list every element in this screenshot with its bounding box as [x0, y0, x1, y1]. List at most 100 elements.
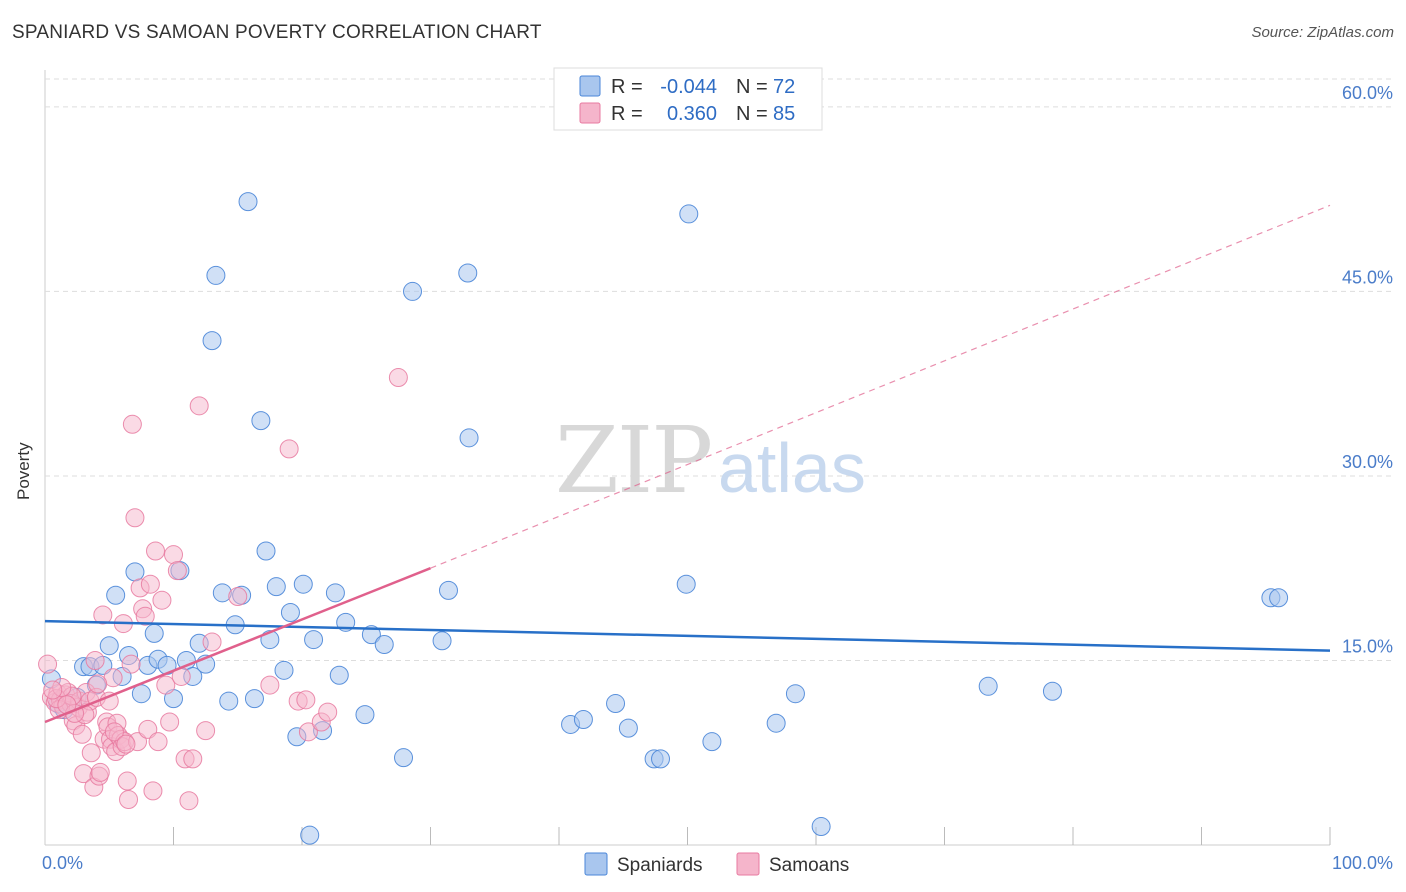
- grid-layer: 15.0% 30.0% 45.0% 60.0%: [44, 70, 1393, 846]
- samoans-point: [81, 743, 101, 763]
- spaniards-point: [606, 694, 626, 714]
- spaniards-point: [618, 718, 638, 738]
- samoans-point: [125, 508, 145, 528]
- legend-r-value-spaniards: -0.044: [660, 76, 717, 98]
- spaniards-point: [325, 583, 345, 603]
- samoans-point: [72, 724, 92, 744]
- spaniards-point: [266, 577, 286, 597]
- spaniards-point: [274, 660, 294, 680]
- y-tick-label: 30.0%: [1342, 452, 1393, 472]
- spaniards-point: [125, 562, 145, 582]
- samoans-point: [119, 789, 139, 809]
- samoans-point: [104, 722, 124, 742]
- spaniards-point: [106, 585, 126, 605]
- y-tick-label: 45.0%: [1342, 267, 1393, 287]
- samoans-point: [116, 734, 136, 754]
- samoans-point: [140, 574, 160, 594]
- spaniards-point: [256, 541, 276, 561]
- watermark-atlas: atlas: [718, 429, 866, 507]
- samoans-point: [93, 605, 113, 625]
- spaniards-point: [293, 574, 313, 594]
- y-tick-label: 60.0%: [1342, 83, 1393, 103]
- samoans-point: [148, 732, 168, 752]
- legend-swatch-spaniards: [579, 75, 601, 97]
- samoans-point: [167, 561, 187, 581]
- legend-swatch-samoans: [579, 102, 601, 124]
- spaniards-point: [280, 603, 300, 622]
- samoans-point: [318, 702, 338, 722]
- spaniards-point: [702, 732, 722, 752]
- chart-title: SPANIARD VS SAMOAN POVERTY CORRELATION C…: [12, 22, 542, 43]
- spaniards-point: [304, 630, 324, 650]
- axis-labels: 0.0% 100.0%: [42, 853, 1393, 873]
- samoans-point: [117, 771, 137, 791]
- spaniards-trend-line: [44, 619, 1331, 652]
- samoans-point: [122, 414, 142, 434]
- x-tick-label-min: 0.0%: [42, 853, 83, 873]
- samoans-point: [146, 541, 166, 561]
- spaniards-point: [374, 634, 394, 654]
- spaniards-point: [573, 710, 593, 730]
- spaniards-point: [300, 825, 320, 845]
- bottom-legend-swatch-spaniards: [584, 852, 608, 876]
- spaniards-point: [238, 192, 258, 212]
- samoans-point: [138, 719, 158, 739]
- spaniards-point: [651, 749, 671, 769]
- spaniards-point: [244, 689, 264, 709]
- samoans-trend-extension: [430, 204, 1331, 569]
- trend-lines: [44, 204, 1331, 724]
- samoans-point: [156, 675, 176, 695]
- spaniards-point: [403, 281, 423, 301]
- spaniards-point: [144, 623, 164, 643]
- watermark: ZIP atlas: [555, 407, 866, 514]
- legend-r-label: R =: [611, 103, 643, 125]
- spaniards-point: [458, 263, 478, 283]
- spaniards-point: [251, 411, 271, 431]
- spaniards-points: [41, 192, 1289, 845]
- samoans-point: [296, 690, 316, 710]
- spaniards-point: [394, 748, 414, 768]
- samoans-point: [183, 749, 203, 769]
- spaniards-point: [219, 691, 239, 711]
- spaniards-point: [355, 705, 375, 725]
- spaniards-point: [676, 574, 696, 594]
- samoans-point: [196, 721, 216, 741]
- watermark-zip: ZIP: [555, 407, 711, 514]
- samoans-point: [388, 368, 408, 388]
- bottom-legend-label-spaniards: Spaniards: [617, 855, 703, 876]
- spaniards-point: [99, 636, 119, 656]
- samoans-point: [88, 674, 108, 694]
- samoans-point: [38, 654, 58, 674]
- samoans-point: [121, 654, 141, 674]
- spaniards-point: [329, 665, 349, 685]
- legend-n-value-samoans: 85: [773, 103, 795, 125]
- samoans-point: [202, 632, 222, 652]
- samoans-point: [160, 712, 180, 732]
- legend-n-value-spaniards: 72: [773, 76, 795, 98]
- spaniards-point: [438, 580, 458, 600]
- x-tick-label-max: 100.0%: [1332, 853, 1393, 873]
- y-tick-label: 15.0%: [1342, 636, 1393, 656]
- spaniards-point: [766, 713, 786, 733]
- samoans-points: [38, 368, 408, 811]
- spaniards-point: [206, 265, 226, 285]
- top-legend: R = -0.044 N = 72 R = 0.360 N = 85: [553, 67, 823, 131]
- samoans-point: [143, 781, 163, 801]
- legend-r-value-samoans: 0.360: [667, 103, 717, 125]
- samoans-point: [90, 762, 110, 782]
- spaniards-point: [811, 817, 831, 837]
- samoans-point: [298, 722, 318, 742]
- samoans-point: [85, 650, 105, 670]
- samoans-point: [43, 680, 63, 700]
- legend-n-label: N =: [736, 76, 768, 98]
- samoans-point: [260, 675, 280, 695]
- spaniards-point: [459, 428, 479, 448]
- bottom-legend: Spaniards Samoans: [584, 852, 849, 876]
- samoans-point: [135, 606, 155, 626]
- spaniards-point: [1269, 588, 1289, 608]
- legend-n-label: N =: [736, 103, 768, 125]
- spaniards-point: [1042, 681, 1062, 701]
- samoans-point: [189, 396, 209, 416]
- samoans-trend-line: [44, 567, 431, 724]
